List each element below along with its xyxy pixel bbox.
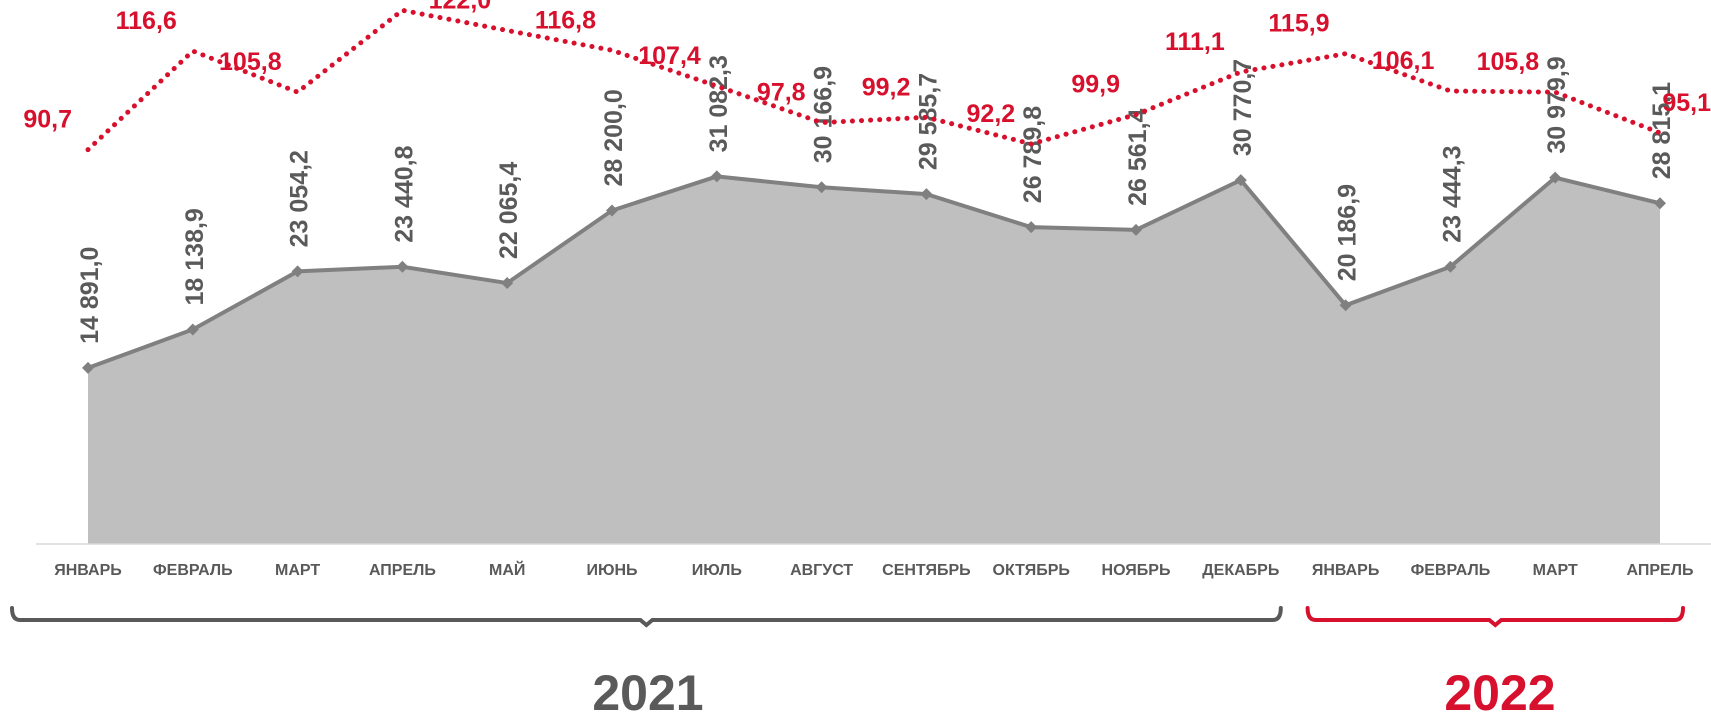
- category-label: МАЙ: [489, 560, 525, 579]
- index-data-label: 95,1: [1662, 89, 1711, 117]
- volume-point: [1130, 223, 1142, 236]
- year-bracket-2021: [10, 606, 1283, 628]
- category-label: МАРТ: [1533, 562, 1578, 579]
- index-line-layer: 90,7116,6105,8127,3122,0116,8107,497,899…: [23, 0, 1711, 153]
- category-label: АПРЕЛЬ: [369, 562, 436, 579]
- index-data-label: 97,8: [757, 79, 806, 107]
- category-label: ИЮНЬ: [586, 562, 637, 579]
- volume-point: [82, 361, 94, 374]
- volume-line: [87, 174, 1661, 370]
- index-data-label: 111,1: [1165, 28, 1225, 56]
- volume-point: [1234, 174, 1247, 187]
- index-data-label: 105,8: [1477, 48, 1540, 76]
- volume-point: [291, 265, 304, 278]
- category-label: ФЕВРАЛЬ: [1411, 562, 1491, 579]
- volume-point: [710, 170, 723, 183]
- index-data-label: 115,9: [1268, 10, 1329, 38]
- category-label: АПРЕЛЬ: [1627, 562, 1694, 579]
- year-label-2021: 2021: [592, 665, 703, 720]
- index-data-label: 116,6: [116, 7, 177, 35]
- volume-data-label: 22 065,4: [495, 162, 523, 259]
- category-label: ДЕКАБРЬ: [1202, 562, 1279, 579]
- category-label: АВГУСТ: [790, 562, 853, 579]
- index-data-label: 106,1: [1372, 47, 1435, 75]
- volume-data-label: 28 815,1: [1648, 82, 1676, 179]
- index-data-label: 116,8: [535, 6, 596, 34]
- volume-data-label: 30 979,9: [1543, 56, 1571, 153]
- index-data-label: 92,2: [967, 100, 1016, 128]
- category-label: ФЕВРАЛЬ: [153, 562, 233, 579]
- volume-area-layer: 14 891,0 18 138,9 23 054,2 23 440,8 22 065,4…: [76, 55, 1676, 544]
- index-data-label: 105,8: [219, 48, 282, 76]
- category-label: ЯНВАРЬ: [1312, 562, 1380, 579]
- category-label: МАРТ: [275, 562, 320, 579]
- volume-data-label: 23 054,2: [286, 150, 314, 247]
- volume-area-fill: [88, 176, 1660, 544]
- volume-data-label: 28 200,0: [600, 89, 628, 186]
- volume-point: [186, 323, 199, 336]
- year-brackets: 2021 2022: [10, 606, 1685, 720]
- volume-data-label: 30 166,9: [810, 66, 838, 163]
- volume-point: [606, 204, 618, 217]
- volume-point: [920, 188, 933, 201]
- volume-data-label: 23 440,8: [390, 145, 418, 242]
- volume-point: [1025, 221, 1038, 234]
- index-data-label: 90,7: [23, 106, 72, 134]
- year-bracket-2022: [1305, 606, 1685, 628]
- volume-point: [1654, 197, 1666, 210]
- volume-data-label: 26 789,8: [1019, 106, 1047, 203]
- index-data-label: 122,0: [429, 0, 492, 14]
- category-label: СЕНТЯБРЬ: [882, 562, 971, 579]
- volume-data-label: 14 891,0: [76, 247, 104, 344]
- volume-point: [1444, 260, 1457, 273]
- index-data-label: 99,9: [1071, 71, 1120, 99]
- volume-data-label: 26 561,4: [1124, 108, 1152, 205]
- volume-data-label: 31 082,3: [705, 55, 733, 152]
- category-label: ЯНВАРЬ: [54, 562, 122, 579]
- index-data-label: 99,2: [862, 73, 911, 101]
- volume-point: [1549, 171, 1562, 184]
- volume-data-label: 23 444,3: [1438, 145, 1466, 242]
- year-label-2022: 2022: [1444, 665, 1555, 720]
- volume-point: [815, 181, 828, 194]
- volume-data-label: 18 138,9: [181, 208, 209, 305]
- volume-point: [396, 260, 409, 273]
- volume-data-label: 30 770,7: [1229, 59, 1257, 156]
- volume-point: [501, 277, 514, 290]
- volume-data-label: 29 585,7: [914, 73, 942, 170]
- index-line: [85, 7, 1663, 153]
- volume-data-label: 20 186,9: [1334, 184, 1362, 281]
- volume-point: [1339, 299, 1352, 312]
- category-label: ИЮЛЬ: [692, 562, 742, 579]
- category-label: ОКТЯБРЬ: [993, 562, 1070, 579]
- category-label: НОЯБРЬ: [1102, 562, 1171, 579]
- category-labels: ЯНВАРЬ ФЕВРАЛЬ МАРТ АПРЕЛЬ МАЙ ИЮНЬ ИЮЛЬ АВГУСТ…: [54, 560, 1693, 579]
- index-data-label: 107,4: [638, 42, 701, 70]
